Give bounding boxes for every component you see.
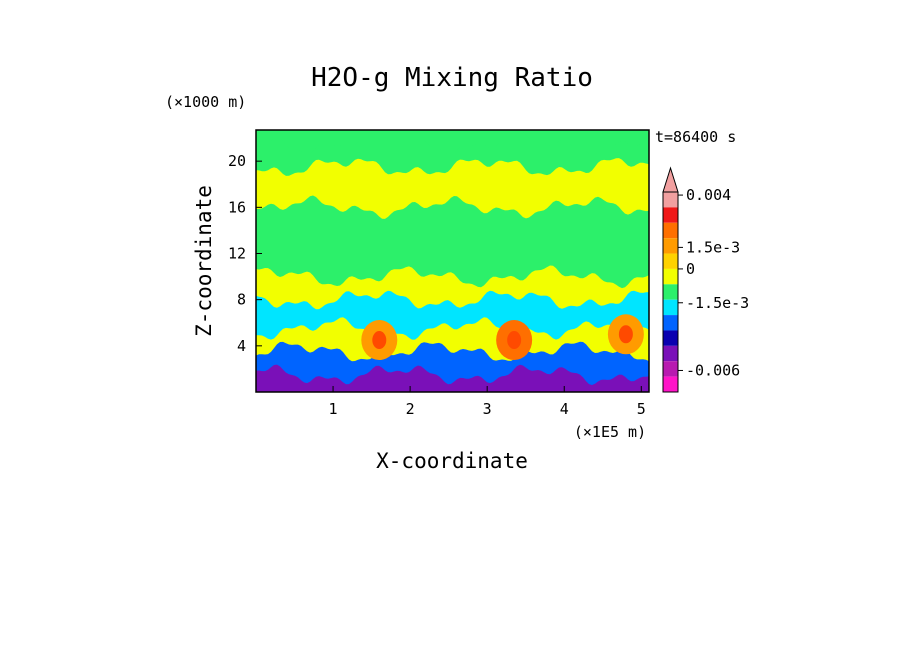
colorbar-bin bbox=[663, 345, 678, 362]
y-axis: 4 8 12 16 20 bbox=[228, 152, 262, 355]
colorbar-bin bbox=[663, 207, 678, 223]
y-axis-title: Z-coordinate bbox=[192, 185, 216, 337]
time-label: t=86400 s bbox=[655, 128, 736, 146]
x-axis-title: X-coordinate bbox=[376, 449, 528, 473]
y-tick-label: 16 bbox=[228, 198, 246, 216]
colorbar-label: 0.004 bbox=[686, 186, 731, 204]
warm-core-center bbox=[507, 331, 522, 350]
contour-layer bbox=[256, 364, 649, 392]
x-tick-label: 5 bbox=[637, 400, 646, 418]
colorbar-label: 0 bbox=[686, 260, 695, 278]
colorbar-label: -0.006 bbox=[686, 361, 740, 379]
x-unit-label: (×1E5 m) bbox=[574, 423, 646, 441]
colorbar-frame bbox=[662, 191, 679, 393]
y-tick-label: 20 bbox=[228, 152, 246, 170]
y-unit-label: (×1000 m) bbox=[165, 93, 246, 111]
colorbar-label: 1.5e-3 bbox=[686, 238, 740, 256]
warm-core-center bbox=[618, 325, 633, 344]
colorbar-bin bbox=[663, 284, 678, 300]
x-tick-label: 2 bbox=[406, 400, 415, 418]
x-tick-label: 4 bbox=[560, 400, 569, 418]
colorbar-bin bbox=[663, 299, 678, 316]
colorbar-bin bbox=[663, 192, 678, 208]
colorbar-bin bbox=[663, 376, 678, 392]
colorbar-bin bbox=[663, 315, 678, 331]
colorbar-arrow bbox=[662, 166, 679, 193]
y-tick-label: 4 bbox=[237, 337, 246, 355]
warm-core-center bbox=[372, 331, 387, 350]
y-tick-label: 12 bbox=[228, 244, 246, 262]
colorbar: 0.004 1.5e-3 0 -1.5e-3 -0.006 bbox=[662, 166, 749, 393]
y-tick-label: 8 bbox=[237, 291, 246, 309]
colorbar-bin bbox=[663, 253, 678, 269]
plot-frame bbox=[255, 129, 650, 393]
colorbar-bin bbox=[663, 222, 678, 239]
colorbar-bin bbox=[663, 330, 678, 346]
contour-field bbox=[256, 130, 649, 392]
colorbar-bin bbox=[663, 268, 678, 285]
x-tick-label: 1 bbox=[329, 400, 338, 418]
colorbar-bin bbox=[663, 361, 678, 377]
colorbar-bin bbox=[663, 238, 678, 254]
chart-title: H2O-g Mixing Ratio bbox=[311, 63, 593, 93]
x-axis: 1 2 3 4 5 bbox=[329, 386, 646, 418]
colorbar-label: -1.5e-3 bbox=[686, 294, 749, 312]
x-tick-label: 3 bbox=[483, 400, 492, 418]
